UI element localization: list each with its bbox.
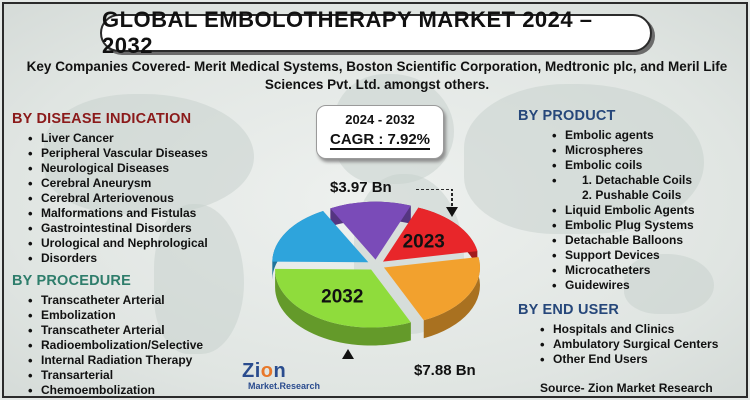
title-banner: GLOBAL EMBOLOTHERAPY MARKET 2024 – 2032 [100, 7, 652, 58]
list-item: Support Devices [550, 248, 695, 263]
pie-tops [272, 201, 480, 328]
subtitle-line-2: Sciences Pvt. Ltd. amongst others. [264, 77, 490, 92]
arrow-2032 [347, 357, 349, 359]
arrow-2023-head [446, 207, 458, 217]
list-item: Gastrointestinal Disorders [26, 221, 208, 236]
list-item: Detachable Balloons [550, 233, 695, 248]
product-heading: BY PRODUCT [518, 108, 616, 124]
pie-slice-side-1 [423, 257, 480, 339]
list-item: Microcatheters [550, 263, 695, 278]
pie-slice-4 [330, 201, 411, 260]
list-item: Embolic agents [550, 128, 695, 143]
list-item-continuation: Malformations and Fistulas [26, 206, 208, 221]
sub-list-item: 1. Detachable Coils [582, 173, 693, 187]
list-item: Embolic Plug Systems [550, 218, 695, 233]
arrow-2032-head [342, 349, 354, 359]
list-item-continuation: Embolization [26, 308, 203, 323]
pie-slice-0 [382, 207, 478, 262]
procedure-heading: BY PROCEDURE [12, 273, 131, 289]
sub-list-wrapper: 1. Detachable Coils 2. Pushable Coils [550, 173, 695, 203]
cagr-box: 2024 - 2032 CAGR : 7.92% [316, 105, 444, 159]
pie-slice-1 [383, 257, 480, 321]
arrow-2023 [416, 189, 453, 209]
list-item: Neurological Diseases [26, 161, 208, 176]
sub-list-item: 2. Pushable Coils [582, 188, 682, 202]
logo-tagline: Market.Research [248, 381, 321, 391]
product-list: Embolic agents Microspheres Embolic coil… [550, 128, 695, 293]
list-item: Transcatheter Arterial [26, 323, 203, 338]
list-item: Urological and Nephrological [26, 236, 208, 251]
list-item-continuation: Radioembolization/Selective [26, 338, 203, 353]
list-item: Liver Cancer [26, 131, 208, 146]
list-item-continuation: Internal Radiation Therapy [26, 353, 203, 368]
list-item: Hospitals and Clinics [538, 322, 718, 337]
list-item: Cerebral Aneurysm [26, 176, 208, 191]
cagr-value: CAGR : 7.92% [329, 131, 431, 150]
list-item-continuation: Chemoembolization [26, 383, 203, 396]
list-item: Transarterial [26, 368, 203, 383]
list-item: Liquid Embolic Agents [550, 203, 695, 218]
disease-heading: BY DISEASE INDICATION [12, 111, 192, 127]
logo-wordmark: Zion [242, 360, 287, 382]
pie-slice-2 [275, 268, 411, 328]
procedure-list: Transcatheter Arterial Embolization Tran… [26, 293, 203, 396]
zion-logo: Zion Market.Research [242, 360, 322, 396]
market-pie-chart: 2023 2032 [272, 189, 480, 359]
list-item: Peripheral Vascular Diseases [26, 146, 208, 161]
cagr-period: 2024 - 2032 [345, 112, 415, 127]
list-item: Transcatheter Arterial [26, 293, 203, 308]
source-note: Source- Zion Market Research [540, 381, 713, 395]
page-title: GLOBAL EMBOLOTHERAPY MARKET 2024 – 2032 [102, 7, 593, 58]
list-item: Embolic coils [550, 158, 695, 173]
end-user-list: Hospitals and Clinics Ambulatory Surgica… [538, 322, 718, 367]
disease-list: Liver Cancer Peripheral Vascular Disease… [26, 131, 208, 266]
coil-types-list: 1. Detachable Coils 2. Pushable Coils [550, 173, 695, 203]
pie-labels: 2023 2032 [321, 231, 445, 307]
list-item: Other End Users [538, 352, 718, 367]
pie-slice-3 [272, 211, 369, 263]
list-item-continuation: Disorders [26, 251, 208, 266]
list-item: Cerebral Arteriovenous [26, 191, 208, 206]
value-2023-label: $3.97 Bn [330, 179, 392, 196]
value-2032-label: $7.88 Bn [414, 362, 476, 379]
list-item: Ambulatory Surgical Centers [538, 337, 718, 352]
end-user-heading: BY END USER [518, 302, 620, 318]
subtitle: Key Companies Covered- Merit Medical Sys… [14, 58, 740, 94]
pie-slice-side-2 [275, 268, 411, 346]
pie-slice-label-2: 2032 [321, 286, 363, 307]
list-item: Guidewires [550, 278, 695, 293]
pie-slice-label-0: 2023 [403, 231, 445, 252]
subtitle-line-1: Key Companies Covered- Merit Medical Sys… [26, 59, 728, 74]
list-item: Microspheres [550, 143, 695, 158]
